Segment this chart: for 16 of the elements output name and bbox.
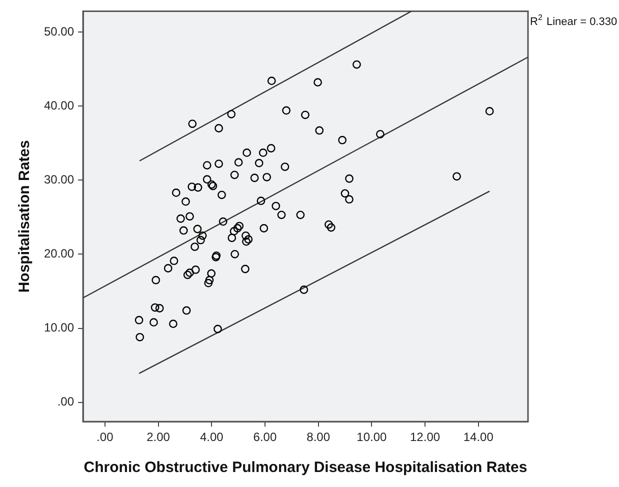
x-axis-title: Chronic Obstructive Pulmonary Disease Hospitalisation Rates [84,459,528,476]
y-axis-title: Hospitalisation Rates [16,140,34,293]
y-tick-label: 50.00 [44,24,74,38]
x-tick-label: .00 [96,430,114,444]
x-tick-label: 8.00 [306,430,330,444]
x-tick-label: 4.00 [200,430,224,444]
x-tick-label: 6.00 [253,430,277,444]
x-tick-label: 10.00 [356,430,388,444]
y-tick-label: 10.00 [44,320,74,335]
y-tick-label: 30.00 [44,172,74,186]
x-tick-label: 14.00 [463,430,494,444]
y-tick-label: .00 [57,394,74,409]
y-tick-label: 20.00 [44,246,74,260]
x-tick-label: 12.00 [410,430,440,444]
x-tick-label: 2.00 [146,430,170,444]
y-tick-label: 40.00 [44,98,74,112]
